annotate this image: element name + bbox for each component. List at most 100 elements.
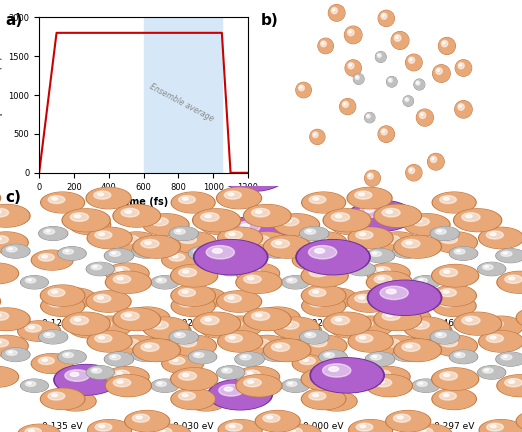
Text: 0.135 eV: 0.135 eV	[42, 422, 83, 431]
Circle shape	[440, 196, 456, 203]
Circle shape	[6, 350, 17, 356]
Circle shape	[86, 262, 114, 276]
Circle shape	[331, 213, 350, 221]
Circle shape	[417, 82, 418, 83]
Circle shape	[139, 351, 143, 353]
Circle shape	[152, 276, 178, 289]
Circle shape	[224, 387, 233, 391]
Circle shape	[182, 394, 188, 397]
Circle shape	[229, 425, 235, 428]
Circle shape	[171, 264, 218, 287]
Circle shape	[479, 227, 522, 248]
Circle shape	[340, 98, 355, 114]
Circle shape	[421, 114, 423, 116]
Circle shape	[219, 384, 243, 396]
Circle shape	[219, 228, 262, 248]
Circle shape	[236, 249, 263, 262]
Circle shape	[117, 268, 123, 271]
Circle shape	[378, 127, 394, 142]
Circle shape	[113, 378, 130, 387]
Circle shape	[437, 69, 440, 72]
Circle shape	[0, 210, 1, 213]
Circle shape	[348, 331, 393, 352]
Circle shape	[171, 388, 216, 410]
Circle shape	[210, 323, 216, 326]
Circle shape	[224, 216, 289, 247]
Circle shape	[432, 295, 476, 316]
Circle shape	[348, 292, 391, 311]
Circle shape	[410, 321, 451, 340]
Circle shape	[219, 317, 261, 337]
Circle shape	[301, 285, 346, 306]
Circle shape	[439, 38, 455, 54]
Circle shape	[88, 228, 131, 248]
Text: 0.000 eV: 0.000 eV	[303, 422, 344, 431]
Circle shape	[409, 321, 452, 341]
Circle shape	[106, 367, 149, 387]
Circle shape	[0, 263, 18, 284]
Circle shape	[236, 367, 279, 387]
Circle shape	[480, 228, 522, 248]
Circle shape	[244, 378, 261, 387]
Circle shape	[276, 345, 282, 348]
Circle shape	[380, 286, 408, 299]
Circle shape	[256, 210, 262, 213]
Circle shape	[355, 295, 372, 302]
Circle shape	[307, 230, 311, 232]
Circle shape	[498, 375, 522, 396]
Circle shape	[148, 424, 191, 432]
Circle shape	[107, 264, 148, 283]
Circle shape	[443, 290, 449, 293]
Circle shape	[139, 248, 143, 250]
Circle shape	[323, 209, 371, 232]
Circle shape	[375, 205, 420, 226]
Circle shape	[18, 321, 61, 341]
Circle shape	[207, 321, 222, 329]
Circle shape	[25, 428, 41, 432]
Circle shape	[371, 355, 382, 360]
Circle shape	[156, 324, 172, 332]
Circle shape	[244, 370, 260, 378]
Circle shape	[455, 101, 472, 118]
Text: 0.461 eV: 0.461 eV	[434, 319, 474, 328]
Circle shape	[292, 250, 334, 270]
Circle shape	[382, 14, 385, 16]
Circle shape	[335, 215, 342, 218]
Circle shape	[410, 425, 451, 432]
Circle shape	[0, 336, 27, 356]
Circle shape	[155, 323, 161, 326]
Circle shape	[367, 115, 369, 117]
Circle shape	[201, 213, 219, 221]
Circle shape	[313, 197, 318, 200]
Circle shape	[333, 9, 335, 11]
Circle shape	[224, 266, 228, 267]
Circle shape	[48, 392, 65, 400]
Circle shape	[255, 410, 300, 432]
Circle shape	[309, 372, 327, 380]
Circle shape	[218, 316, 262, 337]
Circle shape	[133, 414, 149, 422]
Circle shape	[303, 359, 309, 361]
Circle shape	[331, 215, 371, 234]
Circle shape	[313, 132, 318, 138]
Circle shape	[348, 29, 354, 36]
Circle shape	[210, 220, 216, 222]
Circle shape	[490, 425, 496, 428]
Circle shape	[172, 368, 217, 390]
Circle shape	[517, 411, 522, 431]
Circle shape	[122, 235, 139, 243]
Circle shape	[41, 295, 85, 316]
Circle shape	[326, 250, 330, 252]
Circle shape	[331, 7, 338, 14]
Circle shape	[281, 321, 299, 329]
Circle shape	[347, 262, 375, 276]
Circle shape	[125, 210, 132, 213]
Circle shape	[193, 353, 204, 358]
Circle shape	[172, 359, 178, 361]
Circle shape	[405, 214, 449, 235]
Circle shape	[462, 316, 480, 325]
Circle shape	[186, 288, 227, 308]
Circle shape	[2, 245, 30, 258]
Circle shape	[478, 366, 506, 379]
Circle shape	[122, 339, 139, 347]
